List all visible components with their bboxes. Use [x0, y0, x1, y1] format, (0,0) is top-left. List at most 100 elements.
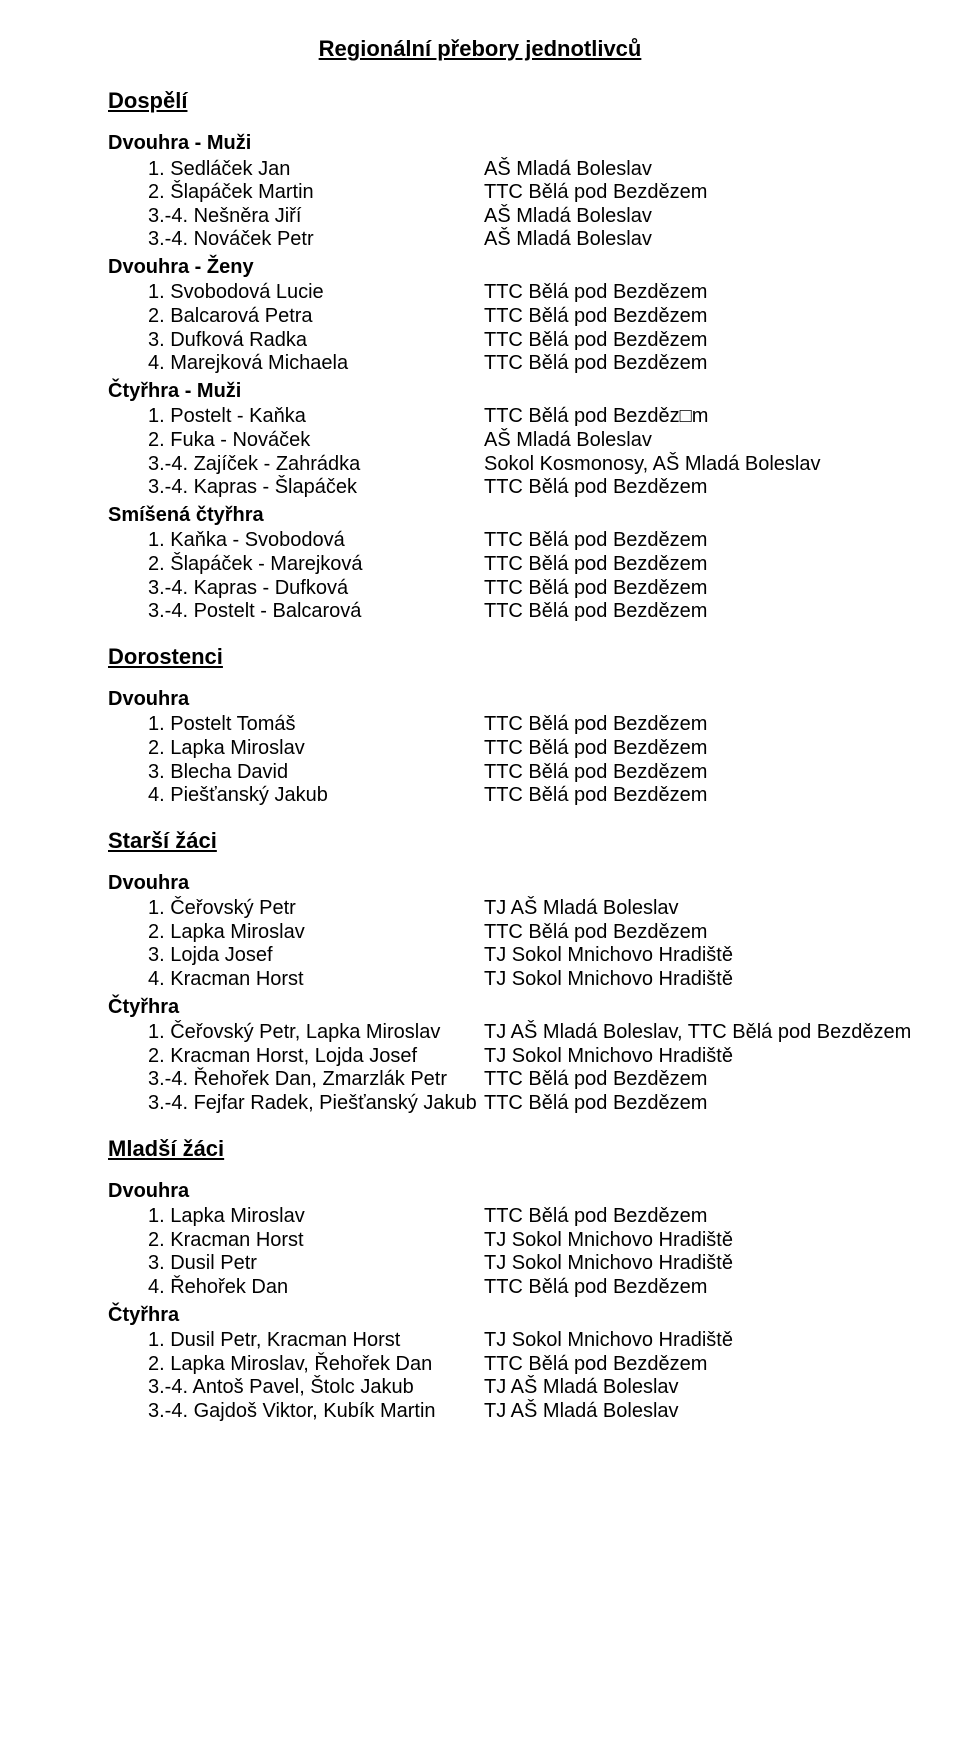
group-subheading: Dvouhra — [108, 872, 940, 896]
group-subheading: Čtyřhra — [108, 1304, 940, 1328]
category-heading: Mladší žáci — [108, 1136, 940, 1162]
category-section: Mladší žáciDvouhra1. Lapka MiroslavTTC B… — [108, 1136, 940, 1424]
result-left: 2. Balcarová Petra — [148, 305, 484, 329]
result-right: TTC Bělá pod Bezdězem — [484, 1068, 940, 1092]
result-row: 3. Lojda JosefTJ Sokol Mnichovo Hradiště — [148, 944, 940, 968]
result-row: 1. Dusil Petr, Kracman HorstTJ Sokol Mni… — [148, 1329, 940, 1353]
result-right: TJ Sokol Mnichovo Hradiště — [484, 1045, 940, 1069]
result-left: 3.-4. Postelt - Balcarová — [148, 600, 484, 624]
result-right: TJ AŠ Mladá Boleslav — [484, 1376, 940, 1400]
result-left: 1. Svobodová Lucie — [148, 281, 484, 305]
result-row: 2. Šlapáček - MarejkováTTC Bělá pod Bezd… — [148, 553, 940, 577]
result-right: TTC Bělá pod Bezdězem — [484, 181, 940, 205]
result-left: 3.-4. Nováček Petr — [148, 228, 484, 252]
result-row: 3.-4. Zajíček - ZahrádkaSokol Kosmonosy,… — [148, 453, 940, 477]
result-left: 2. Lapka Miroslav — [148, 737, 484, 761]
group-subheading: Smíšená čtyřhra — [108, 504, 940, 528]
result-row: 3.-4. Kapras - ŠlapáčekTTC Bělá pod Bezd… — [148, 476, 940, 500]
group-subheading: Čtyřhra - Muži — [108, 380, 940, 404]
result-row: 3.-4. Fejfar Radek, Piešťanský JakubTTC … — [148, 1092, 940, 1116]
result-row: 3.-4. Nováček PetrAŠ Mladá Boleslav — [148, 228, 940, 252]
result-row: 1. Čeřovský Petr, Lapka MiroslavTJ AŠ Ml… — [148, 1021, 940, 1045]
result-right: TJ Sokol Mnichovo Hradiště — [484, 968, 940, 992]
result-left: 2. Fuka - Nováček — [148, 429, 484, 453]
result-right: TTC Bělá pod Bezdězem — [484, 784, 940, 808]
result-row: 1. Kaňka - SvobodováTTC Bělá pod Bezděze… — [148, 529, 940, 553]
result-row: 3.-4. Gajdoš Viktor, Kubík MartinTJ AŠ M… — [148, 1400, 940, 1424]
result-row: 3.-4. Antoš Pavel, Štolc JakubTJ AŠ Mlad… — [148, 1376, 940, 1400]
result-right: TJ Sokol Mnichovo Hradiště — [484, 944, 940, 968]
result-right: TTC Bělá pod Bezdězem — [484, 713, 940, 737]
result-left: 3.-4. Antoš Pavel, Štolc Jakub — [148, 1376, 484, 1400]
result-left: 1. Postelt Tomáš — [148, 713, 484, 737]
group-subheading: Čtyřhra — [108, 996, 940, 1020]
result-right: TJ AŠ Mladá Boleslav, TTC Bělá pod Bezdě… — [484, 1021, 940, 1045]
result-left: 3.-4. Gajdoš Viktor, Kubík Martin — [148, 1400, 484, 1424]
result-left: 4. Piešťanský Jakub — [148, 784, 484, 808]
result-row: 2. Lapka MiroslavTTC Bělá pod Bezdězem — [148, 921, 940, 945]
group-subheading: Dvouhra - Muži — [108, 132, 940, 156]
result-right: TTC Bělá pod Bezdězem — [484, 281, 940, 305]
result-right: Sokol Kosmonosy, AŠ Mladá Boleslav — [484, 453, 940, 477]
result-left: 1. Lapka Miroslav — [148, 1205, 484, 1229]
result-right: TTC Bělá pod Bezdězem — [484, 329, 940, 353]
result-right: TTC Bělá pod Bezdězem — [484, 352, 940, 376]
result-row: 2. Lapka MiroslavTTC Bělá pod Bezdězem — [148, 737, 940, 761]
result-right: TTC Bělá pod Bezdězem — [484, 1205, 940, 1229]
result-right: TTC Bělá pod Bezdězem — [484, 1353, 940, 1377]
result-row: 3.-4. Postelt - BalcarováTTC Bělá pod Be… — [148, 600, 940, 624]
result-right: TTC Bělá pod Bezdězem — [484, 600, 940, 624]
result-row: 2. Kracman Horst, Lojda JosefTJ Sokol Mn… — [148, 1045, 940, 1069]
result-right: TTC Bělá pod Bezdězem — [484, 1092, 940, 1116]
result-left: 3.-4. Fejfar Radek, Piešťanský Jakub — [148, 1092, 484, 1116]
group-subheading: Dvouhra — [108, 688, 940, 712]
content-body: Dospělí Dvouhra - Muži1. Sedláček JanAŠ M… — [108, 88, 940, 1424]
result-row: 4. Kracman HorstTJ Sokol Mnichovo Hradiš… — [148, 968, 940, 992]
result-row: 2. Šlapáček MartinTTC Bělá pod Bezdězem — [148, 181, 940, 205]
result-left: 3.-4. Kapras - Dufková — [148, 577, 484, 601]
result-left: 2. Lapka Miroslav — [148, 921, 484, 945]
result-row: 1. Čeřovský PetrTJ AŠ Mladá Boleslav — [148, 897, 940, 921]
result-right: AŠ Mladá Boleslav — [484, 158, 940, 182]
result-left: 4. Kracman Horst — [148, 968, 484, 992]
category-heading: Dospělí — [108, 88, 940, 114]
result-row: 2. Fuka - NováčekAŠ Mladá Boleslav — [148, 429, 940, 453]
result-row: 2. Lapka Miroslav, Řehořek DanTTC Bělá p… — [148, 1353, 940, 1377]
category-section: DorostenciDvouhra1. Postelt TomášTTC Běl… — [108, 644, 940, 808]
category-section: Starší žáciDvouhra1. Čeřovský PetrTJ AŠ … — [108, 828, 940, 1116]
result-left: 3.-4. Zajíček - Zahrádka — [148, 453, 484, 477]
result-right: TTC Bělá pod Bezdězem — [484, 737, 940, 761]
group-subheading: Dvouhra - Ženy — [108, 256, 940, 280]
result-left: 1. Čeřovský Petr, Lapka Miroslav — [148, 1021, 484, 1045]
result-row: 3.-4. Nešněra JiříAŠ Mladá Boleslav — [148, 205, 940, 229]
result-left: 3. Blecha David — [148, 761, 484, 785]
result-row: 3. Dufková RadkaTTC Bělá pod Bezdězem — [148, 329, 940, 353]
result-right: TTC Bělá pod Bezdězem — [484, 761, 940, 785]
result-left: 2. Lapka Miroslav, Řehořek Dan — [148, 1353, 484, 1377]
result-right: TJ AŠ Mladá Boleslav — [484, 1400, 940, 1424]
result-right: TTC Bělá pod Bezdězem — [484, 553, 940, 577]
result-left: 2. Kracman Horst, Lojda Josef — [148, 1045, 484, 1069]
category-heading: Dorostenci — [108, 644, 940, 670]
result-row: 4. Řehořek DanTTC Bělá pod Bezdězem — [148, 1276, 940, 1300]
result-right: TJ AŠ Mladá Boleslav — [484, 897, 940, 921]
result-left: 1. Postelt - Kaňka — [148, 405, 484, 429]
result-right: TJ Sokol Mnichovo Hradiště — [484, 1252, 940, 1276]
result-row: 4. Marejková MichaelaTTC Bělá pod Bezděz… — [148, 352, 940, 376]
result-left: 3. Dusil Petr — [148, 1252, 484, 1276]
result-left: 2. Šlapáček Martin — [148, 181, 484, 205]
result-right: AŠ Mladá Boleslav — [484, 205, 940, 229]
result-left: 4. Marejková Michaela — [148, 352, 484, 376]
result-row: 3. Blecha DavidTTC Bělá pod Bezdězem — [148, 761, 940, 785]
result-left: 3.-4. Nešněra Jiří — [148, 205, 484, 229]
result-left: 3. Dufková Radka — [148, 329, 484, 353]
result-left: 2. Kracman Horst — [148, 1229, 484, 1253]
result-left: 4. Řehořek Dan — [148, 1276, 484, 1300]
result-left: 1. Sedláček Jan — [148, 158, 484, 182]
result-left: 1. Kaňka - Svobodová — [148, 529, 484, 553]
result-left: 1. Dusil Petr, Kracman Horst — [148, 1329, 484, 1353]
document-page: Regionální přebory jednotlivců DospělíDv… — [0, 0, 960, 1483]
result-left: 2. Šlapáček - Marejková — [148, 553, 484, 577]
group-subheading: Dvouhra — [108, 1180, 940, 1204]
result-right: TTC Bělá pod Bezdězem — [484, 1276, 940, 1300]
